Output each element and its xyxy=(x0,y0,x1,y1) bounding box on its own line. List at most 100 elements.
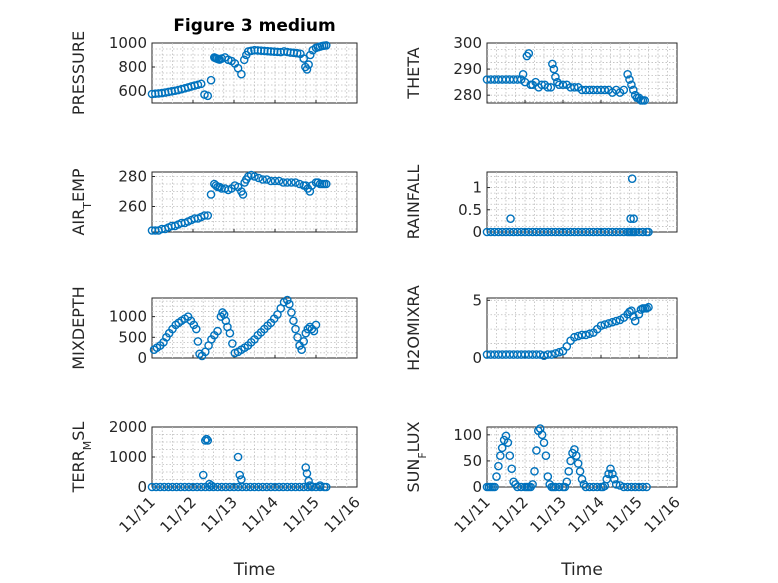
y-tick-label: 300 xyxy=(453,34,482,52)
data-point xyxy=(229,482,239,492)
data-point xyxy=(237,69,246,79)
data-point xyxy=(560,482,570,492)
data-point xyxy=(539,438,549,447)
data-point xyxy=(570,332,579,342)
x-tick-label: 11/13 xyxy=(527,493,570,536)
data-point xyxy=(575,467,585,476)
data-point xyxy=(292,48,302,58)
data-point xyxy=(600,320,610,329)
data-point xyxy=(494,461,503,471)
y-tick-label: 0 xyxy=(137,349,147,367)
data-point xyxy=(644,227,653,237)
data-point xyxy=(634,309,644,319)
data-point xyxy=(313,178,323,187)
data-point xyxy=(196,79,206,89)
data-point xyxy=(304,60,313,69)
data-point xyxy=(228,339,237,348)
y-axis-label: TERRMSL xyxy=(69,422,94,494)
y-tick-label: 0 xyxy=(472,223,482,241)
data-point xyxy=(321,179,331,189)
data-point xyxy=(254,482,263,492)
data-point xyxy=(311,482,321,492)
subplot-2: 280 290 300 THETA xyxy=(404,34,678,105)
x-tick-label: 11/14 xyxy=(239,493,282,536)
data-point xyxy=(299,482,309,492)
data-point xyxy=(573,459,583,468)
data-point xyxy=(608,469,617,479)
data-point xyxy=(625,75,634,84)
data-point xyxy=(206,190,216,199)
data-point xyxy=(233,482,243,492)
data-point xyxy=(270,176,280,186)
axes-box xyxy=(486,171,678,233)
x-axis-label: Time xyxy=(233,560,276,580)
data-point xyxy=(213,326,222,336)
data-point xyxy=(315,481,325,490)
data-point xyxy=(274,176,284,186)
data-point xyxy=(287,482,296,492)
data-point xyxy=(196,482,206,492)
data-point xyxy=(297,345,306,355)
data-point xyxy=(191,324,201,334)
y-tick-label: 5 xyxy=(472,291,482,309)
data-point xyxy=(203,91,213,101)
data-point xyxy=(250,172,259,181)
y-axis-label: AIRTEMP xyxy=(69,168,94,235)
y-tick-label: 800 xyxy=(118,58,147,76)
y-tick-label: 600 xyxy=(118,82,147,100)
data-point xyxy=(289,316,298,326)
data-point xyxy=(147,482,157,492)
y-tick-label: 1000 xyxy=(109,34,147,52)
data-point xyxy=(497,443,507,453)
data-point xyxy=(503,438,513,447)
x-tick-label: 11/11 xyxy=(451,493,494,536)
data-point xyxy=(623,70,632,79)
data-point xyxy=(155,482,165,492)
x-axis-label: Time xyxy=(560,560,603,580)
y-tick-label: 0 xyxy=(137,478,147,496)
data-point xyxy=(505,451,515,460)
data-point xyxy=(203,211,213,220)
data-point xyxy=(551,349,560,358)
data-point xyxy=(270,482,280,492)
data-point xyxy=(301,328,311,338)
data-point xyxy=(492,472,501,481)
data-point xyxy=(176,482,185,492)
data-point xyxy=(200,436,210,445)
data-point xyxy=(164,482,173,492)
data-point xyxy=(262,482,272,492)
data-point xyxy=(266,482,276,492)
x-tick-label: 11/11 xyxy=(116,493,159,536)
data-point xyxy=(644,302,653,312)
data-point xyxy=(198,470,208,480)
data-point xyxy=(600,85,610,95)
y-tick-label: 1 xyxy=(472,179,482,197)
data-point xyxy=(577,474,587,484)
x-tick-label: 11/15 xyxy=(603,493,646,536)
subplot-6: 0 5 H2OMIXRA xyxy=(404,285,678,371)
data-point xyxy=(266,176,276,186)
data-point xyxy=(321,41,331,50)
data-point xyxy=(547,350,556,359)
data-point xyxy=(278,178,288,187)
y-axis-label: THETA xyxy=(404,47,423,99)
data-point xyxy=(200,211,209,220)
x-tick-label: 11/12 xyxy=(157,493,200,536)
data-point xyxy=(217,482,226,492)
y-tick-label: 280 xyxy=(453,86,482,104)
data-point xyxy=(321,482,331,492)
data-point xyxy=(608,317,617,327)
data-point xyxy=(282,295,292,305)
subplot-5: 0 500 1000 MIXDEPTH xyxy=(69,286,358,370)
data-point xyxy=(627,174,637,183)
data-point xyxy=(626,214,635,223)
data-point xyxy=(629,85,638,95)
data-point xyxy=(237,475,246,484)
x-tick-label: 11/16 xyxy=(641,493,684,536)
x-tick-label: 11/13 xyxy=(198,493,241,536)
data-point xyxy=(566,456,575,466)
y-axis-label: H2OMIXRA xyxy=(404,285,423,371)
data-point xyxy=(238,190,248,199)
